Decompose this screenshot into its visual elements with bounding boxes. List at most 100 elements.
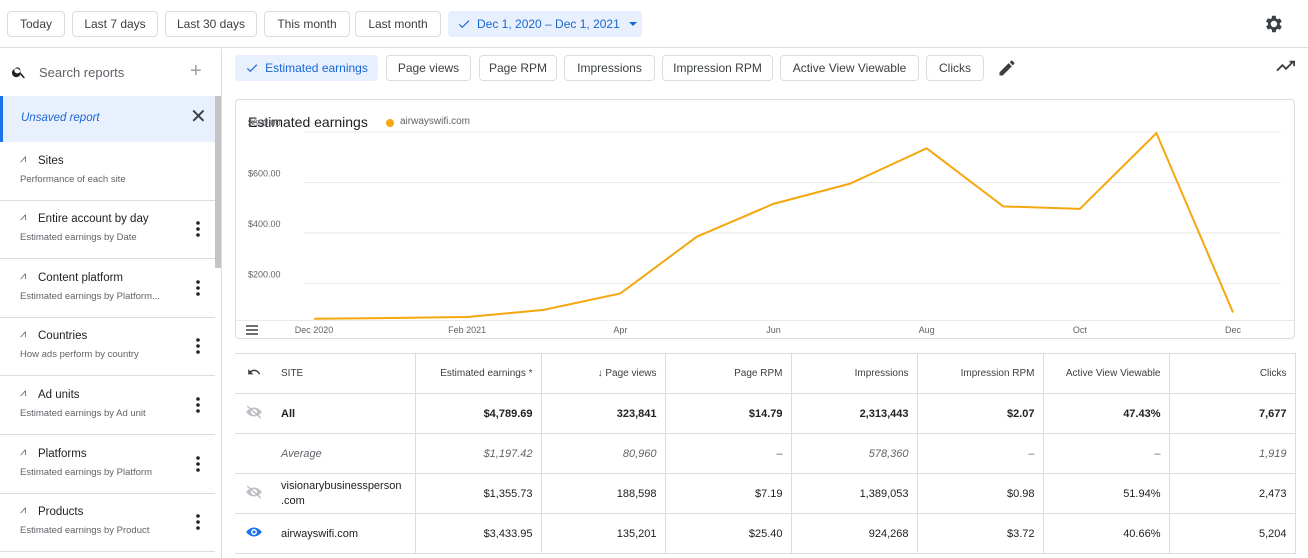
metric-chip-page-views[interactable]: Page views: [386, 55, 471, 81]
row-site: Average: [273, 433, 416, 474]
sidebar-item-title: Sites: [38, 155, 64, 167]
sidebar-item-desc: How ads perform by country: [20, 349, 139, 360]
sidebar-item-title: Ad units: [38, 389, 80, 401]
trend-icon[interactable]: [1275, 58, 1297, 76]
hamburger-icon[interactable]: [245, 325, 259, 335]
row-cell: 51.94%: [1043, 473, 1170, 514]
sidebar-item-content-platform[interactable]: ⩘ Content platform Estimated earnings by…: [0, 260, 215, 318]
y-tick-label: $400.00: [248, 219, 281, 229]
unsaved-report-item[interactable]: Unsaved report ✕: [0, 96, 215, 142]
table-header-row: SITE Estimated earnings * ↓ Page views P…: [235, 353, 1296, 394]
hidden-eye-icon[interactable]: [235, 473, 273, 514]
row-cell: 40.66%: [1043, 513, 1170, 554]
more-vert-icon[interactable]: [194, 278, 202, 298]
gear-icon[interactable]: [1262, 13, 1284, 35]
x-tick-label: Apr: [613, 325, 627, 335]
sidebar-item-title: Products: [38, 506, 84, 518]
row-cell: $14.79: [665, 393, 792, 434]
row-cell: 323,841: [541, 393, 666, 434]
sidebar-item-desc: Estimated earnings by Platform...: [20, 291, 160, 302]
row-cell: 1,919: [1169, 433, 1296, 474]
date-thismonth-chip[interactable]: This month: [264, 11, 350, 37]
trend-icon: ⩘: [20, 211, 27, 223]
dropdown-arrow-icon: [628, 22, 637, 26]
hidden-eye-icon[interactable]: [235, 393, 273, 434]
row-cell: $2.07: [917, 393, 1044, 434]
header-page-views[interactable]: ↓ Page views: [541, 353, 666, 394]
table-row: visionarybusinessperson .com $1,355.73 1…: [235, 473, 1296, 514]
row-cell: –: [917, 433, 1044, 474]
row-site: airwayswifi.com: [273, 513, 416, 554]
metric-chip-estimated-earnings[interactable]: Estimated earnings: [235, 55, 378, 81]
row-cell: 2,473: [1169, 473, 1296, 514]
sidebar-item-title: Platforms: [38, 448, 87, 460]
sidebar-item-title: Entire account by day: [38, 213, 149, 225]
y-tick-label: $200.00: [248, 270, 281, 280]
search-icon: [11, 67, 25, 79]
x-tick-label: Jun: [766, 325, 781, 335]
more-vert-icon[interactable]: [194, 395, 202, 415]
more-vert-icon[interactable]: [194, 219, 202, 239]
pencil-icon[interactable]: [997, 58, 1017, 78]
table-row: airwayswifi.com $3,433.95 135,201 $25.40…: [235, 513, 1296, 554]
sidebar-item-products[interactable]: ⩘ Products Estimated earnings by Product: [0, 494, 215, 552]
sidebar-item-entire-account[interactable]: ⩘ Entire account by day Estimated earnin…: [0, 201, 215, 259]
header-clicks[interactable]: Clicks: [1169, 353, 1296, 394]
legend-label: airwayswifi.com: [400, 116, 471, 127]
header-impression-rpm[interactable]: Impression RPM: [917, 353, 1044, 394]
header-site[interactable]: SITE: [273, 353, 416, 394]
undo-icon[interactable]: [235, 353, 273, 394]
date-last30-chip[interactable]: Last 30 days: [165, 11, 257, 37]
header-impressions[interactable]: Impressions: [791, 353, 918, 394]
eye-icon[interactable]: [235, 513, 273, 554]
report-search[interactable]: Search reports +: [0, 49, 215, 95]
sidebar-item-desc: Performance of each site: [20, 174, 126, 185]
sidebar-scrollbar[interactable]: [215, 96, 221, 268]
plus-icon[interactable]: +: [190, 60, 202, 82]
more-vert-icon[interactable]: [194, 336, 202, 356]
more-vert-icon[interactable]: [194, 512, 202, 532]
sidebar-item-ad-units[interactable]: ⩘ Ad units Estimated earnings by Ad unit: [0, 377, 215, 435]
chart-divider: [236, 320, 1294, 321]
more-vert-icon[interactable]: [194, 454, 202, 474]
row-cell: $25.40: [665, 513, 792, 554]
sidebar-item-platforms[interactable]: ⩘ Platforms Estimated earnings by Platfo…: [0, 436, 215, 494]
trend-icon: ⩘: [20, 270, 27, 282]
row-cell: 578,360: [791, 433, 918, 474]
x-tick-label: Aug: [919, 325, 935, 335]
metric-chip-active-view[interactable]: Active View Viewable: [780, 55, 919, 81]
date-last7-chip[interactable]: Last 7 days: [72, 11, 158, 37]
sidebar-item-title: Countries: [38, 330, 88, 342]
check-icon: [458, 20, 470, 29]
sort-arrow-icon: ↓: [597, 368, 606, 379]
header-estimated-earnings[interactable]: Estimated earnings *: [415, 353, 542, 394]
y-tick-label: $600.00: [248, 169, 281, 179]
sidebar-item-countries[interactable]: ⩘ Countries How ads perform by country: [0, 318, 215, 376]
row-cell: $1,355.73: [415, 473, 542, 514]
header-page-rpm[interactable]: Page RPM: [665, 353, 792, 394]
header-active-view[interactable]: Active View Viewable: [1043, 353, 1170, 394]
metric-chip-impressions[interactable]: Impressions: [564, 55, 655, 81]
date-range-picker[interactable]: Dec 1, 2020 – Dec 1, 2021: [448, 11, 642, 37]
sidebar-item-sites[interactable]: ⩘ Sites Performance of each site: [0, 143, 215, 201]
row-cell: $3,433.95: [415, 513, 542, 554]
check-icon: [247, 64, 258, 73]
sidebar-item-desc: Estimated earnings by Platform: [20, 467, 153, 478]
metric-chip-page-rpm[interactable]: Page RPM: [479, 55, 557, 81]
row-cell: 1,389,053: [791, 473, 918, 514]
row-cell: 5,204: [1169, 513, 1296, 554]
date-lastmonth-chip[interactable]: Last month: [355, 11, 441, 37]
row-cell: $0.98: [917, 473, 1044, 514]
row-cell: 47.43%: [1043, 393, 1170, 434]
row-site: All: [273, 393, 416, 434]
x-tick-label: Oct: [1073, 325, 1088, 335]
row-cell: –: [665, 433, 792, 474]
x-tick-label: Feb 2021: [448, 325, 486, 335]
metric-chip-impression-rpm[interactable]: Impression RPM: [662, 55, 773, 81]
row-cell: 135,201: [541, 513, 666, 554]
date-today-chip[interactable]: Today: [7, 11, 65, 37]
close-icon[interactable]: ✕: [190, 106, 207, 128]
row-cell: 188,598: [541, 473, 666, 514]
metric-chip-clicks[interactable]: Clicks: [926, 55, 984, 81]
search-input[interactable]: Search reports: [39, 65, 125, 80]
